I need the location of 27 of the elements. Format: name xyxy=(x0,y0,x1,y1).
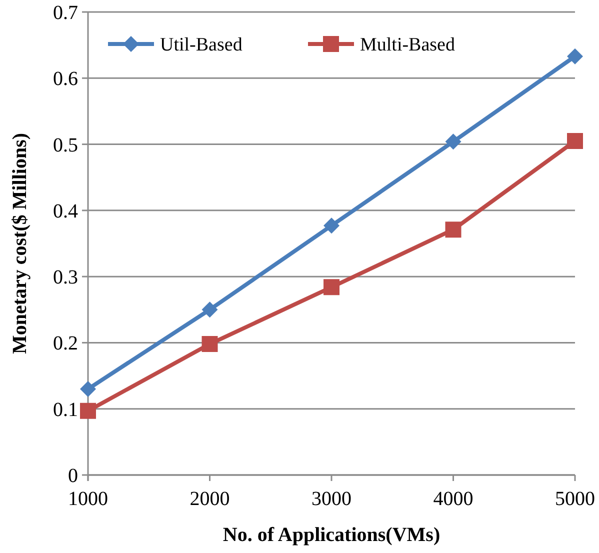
y-tick-label: 0.6 xyxy=(53,68,78,90)
y-tick-label: 0.4 xyxy=(53,200,78,222)
point xyxy=(80,402,96,419)
y-tick-label: 0 xyxy=(68,465,78,487)
legend-label: Util-Based xyxy=(160,34,243,56)
point xyxy=(445,222,462,238)
point xyxy=(202,336,218,352)
point xyxy=(445,134,462,150)
point xyxy=(202,302,218,318)
point xyxy=(324,279,340,296)
x-tick-label: 4000 xyxy=(433,488,474,510)
y-tick-label: 0.2 xyxy=(53,332,78,355)
point xyxy=(567,48,583,64)
x-axis-title: No. of Applications(VMs) xyxy=(222,524,440,546)
point xyxy=(80,381,96,398)
x-tick-label: 3000 xyxy=(312,488,352,510)
point xyxy=(567,132,583,149)
point xyxy=(324,218,340,234)
legend-label: Multi-Based xyxy=(360,34,456,56)
y-tick-label: 0.5 xyxy=(53,134,78,156)
y-tick-label: 0.3 xyxy=(53,266,78,289)
y-tick-label: 0.1 xyxy=(53,398,78,421)
x-tick-label: 2000 xyxy=(190,488,230,510)
y-axis-title: Monetary cost($ Millions) xyxy=(9,132,31,354)
x-tick-label: 5000 xyxy=(555,488,595,510)
x-tick-label: 1000 xyxy=(68,488,108,510)
y-tick-label: 0.7 xyxy=(53,2,78,24)
